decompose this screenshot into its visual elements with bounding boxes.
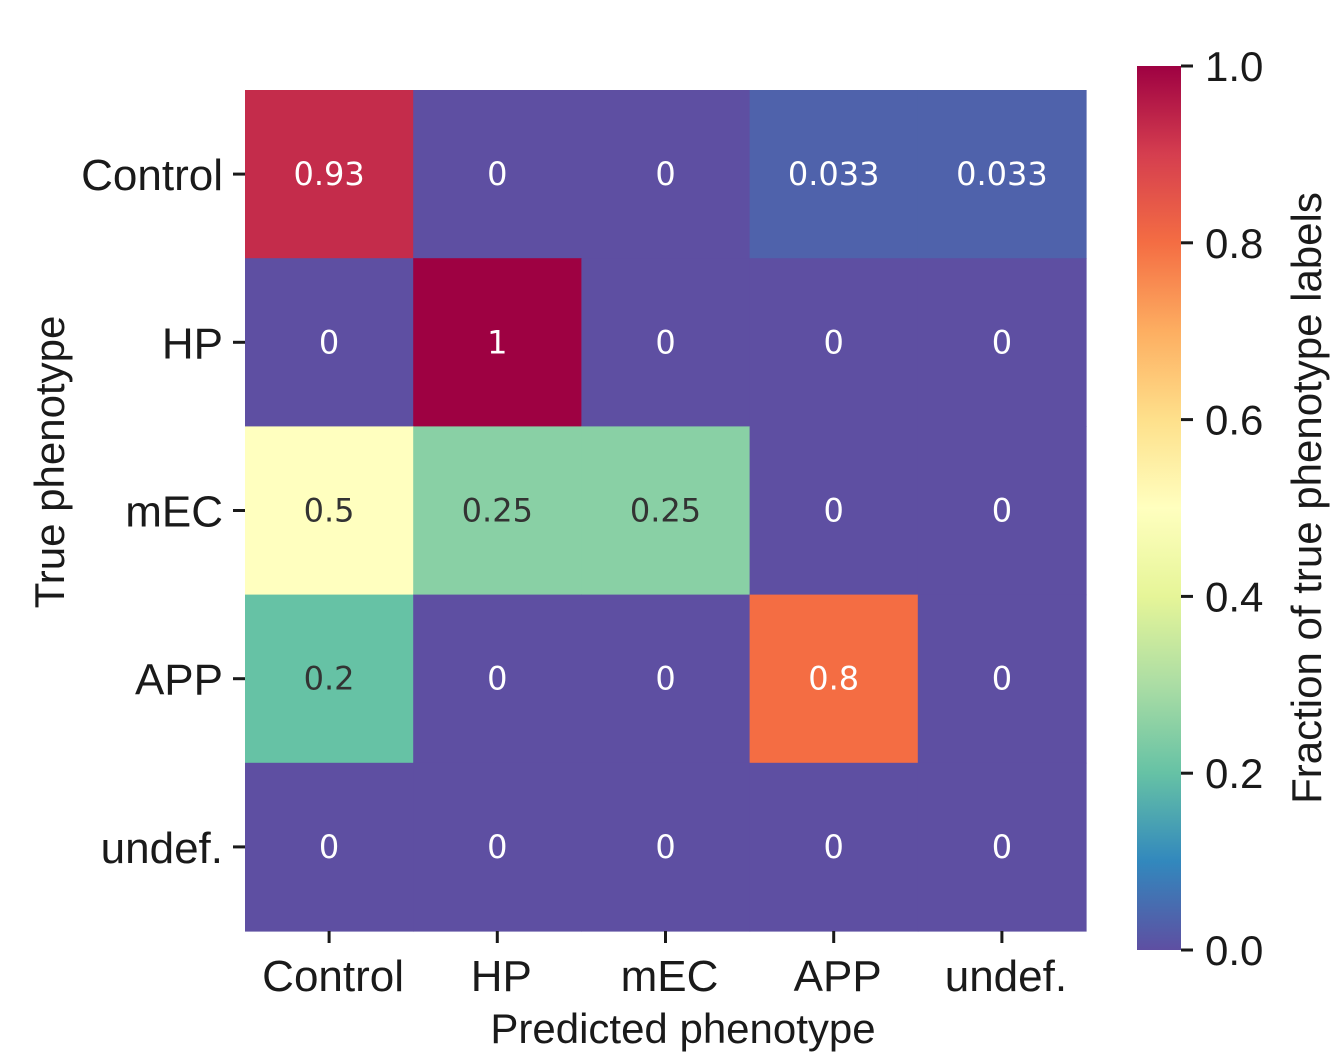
cell-label-r0-c0: 0.93 [293, 155, 364, 193]
heatmap-cell-r2-c0 [245, 426, 414, 596]
heatmap-cell-r3-c3 [749, 594, 919, 764]
heatmap-cell-r4-c4 [917, 762, 1087, 932]
heatmap-cell-r2-c3 [749, 426, 919, 596]
heatmap-cell-r1-c1 [413, 258, 582, 427]
x-tick-label-0: Control [262, 952, 404, 1001]
cell-label-r4-c4: 0 [992, 828, 1012, 866]
cell-label-r4-c0: 0 [319, 828, 339, 866]
cell-label-r1-c4: 0 [992, 323, 1012, 361]
heatmap-cell-r0-c2 [581, 90, 751, 259]
cell-label-r3-c0: 0.2 [304, 660, 355, 698]
heatmap-cell-r4-c3 [749, 762, 919, 932]
heatmap-cell-r1-c3 [749, 258, 919, 427]
cell-label-r3-c3: 0.8 [808, 660, 859, 698]
colorbar-tick-label-1: 0.2 [1205, 750, 1263, 797]
y-tick-label-3: APP [135, 656, 223, 705]
colorbar-tick-label-0: 0.0 [1205, 927, 1263, 974]
cell-label-r2-c2: 0.25 [630, 492, 701, 530]
y-axis: Control HP mEC APP undef. [81, 151, 245, 873]
heatmap-cell-r3-c0 [245, 594, 414, 764]
x-tick-label-3: APP [794, 952, 882, 1001]
cell-label-r0-c3: 0.033 [788, 155, 880, 193]
cell-label-r1-c3: 0 [824, 323, 844, 361]
heatmap-cell-r4-c0 [245, 762, 414, 932]
cell-label-r0-c4: 0.033 [956, 155, 1048, 193]
heatmap-cell-r4-c1 [413, 762, 582, 932]
y-tick-label-0: Control [81, 151, 223, 200]
x-axis-title: Predicted phenotype [490, 1005, 875, 1052]
heatmap-cell-r1-c4 [917, 258, 1087, 427]
colorbar-tick-label-5: 1.0 [1205, 43, 1263, 90]
x-tick-label-2: mEC [621, 952, 719, 1001]
heatmap-cell-r0-c1 [413, 90, 582, 259]
cell-label-r0-c2: 0 [655, 155, 675, 193]
cell-label-r2-c3: 0 [824, 492, 844, 530]
heatmap-cell-r3-c4 [917, 594, 1087, 764]
cell-label-r4-c3: 0 [824, 828, 844, 866]
colorbar-tick-label-2: 0.4 [1205, 573, 1263, 620]
heatmap-cell-r3-c1 [413, 594, 582, 764]
cell-label-r2-c1: 0.25 [462, 492, 533, 530]
y-axis-title: True phenotype [26, 316, 73, 609]
colorbar-tick-label-4: 0.8 [1205, 220, 1263, 267]
cell-label-r1-c1: 1 [487, 323, 507, 361]
y-tick-label-1: HP [162, 319, 223, 368]
x-tick-label-1: HP [471, 952, 532, 1001]
cell-label-r4-c2: 0 [655, 828, 675, 866]
cell-label-r3-c1: 0 [487, 660, 507, 698]
colorbar-gradient [1137, 66, 1181, 950]
heatmap-cell-r1-c2 [581, 258, 751, 427]
colorbar-title: Fraction of true phenotype labels [1283, 192, 1330, 804]
heatmap-cell-r2-c1 [413, 426, 582, 596]
x-axis: Control HP mEC APP undef. [262, 931, 1067, 1001]
cell-label-r3-c2: 0 [655, 660, 675, 698]
cell-label-r2-c4: 0 [992, 492, 1012, 530]
colorbar: 0.0 0.2 0.4 0.6 0.8 1.0 Fraction of true phen… [1137, 43, 1330, 974]
heatmap-cell-r3-c2 [581, 594, 751, 764]
colorbar-tick-label-3: 0.6 [1205, 397, 1263, 444]
cell-label-r2-c0: 0.5 [304, 492, 355, 530]
heatmap-cells [245, 90, 1087, 932]
heatmap-cell-r0-c3 [749, 90, 919, 259]
heatmap-cell-r1-c0 [245, 258, 414, 427]
heatmap-cell-r4-c2 [581, 762, 751, 932]
cell-label-r0-c1: 0 [487, 155, 507, 193]
heatmap-cell-labels: 0.93 0 0 0.033 0.033 0 1 0 0 0 0.5 0.25 0.25 0 0 0.2 0 0 0… [293, 155, 1047, 866]
heatmap-cell-r2-c2 [581, 426, 751, 596]
cell-label-r3-c4: 0 [992, 660, 1012, 698]
colorbar-ticks: 0.0 0.2 0.4 0.6 0.8 1.0 [1181, 43, 1263, 974]
cell-label-r1-c0: 0 [319, 323, 339, 361]
cell-label-r4-c1: 0 [487, 828, 507, 866]
y-tick-label-2: mEC [125, 488, 223, 537]
heatmap-cell-r0-c4 [917, 90, 1087, 259]
heatmap-cell-r0-c0 [245, 90, 414, 259]
heatmap-cell-r2-c4 [917, 426, 1087, 596]
y-tick-label-4: undef. [101, 824, 223, 873]
cell-label-r1-c2: 0 [655, 323, 675, 361]
x-tick-label-4: undef. [945, 952, 1067, 1001]
